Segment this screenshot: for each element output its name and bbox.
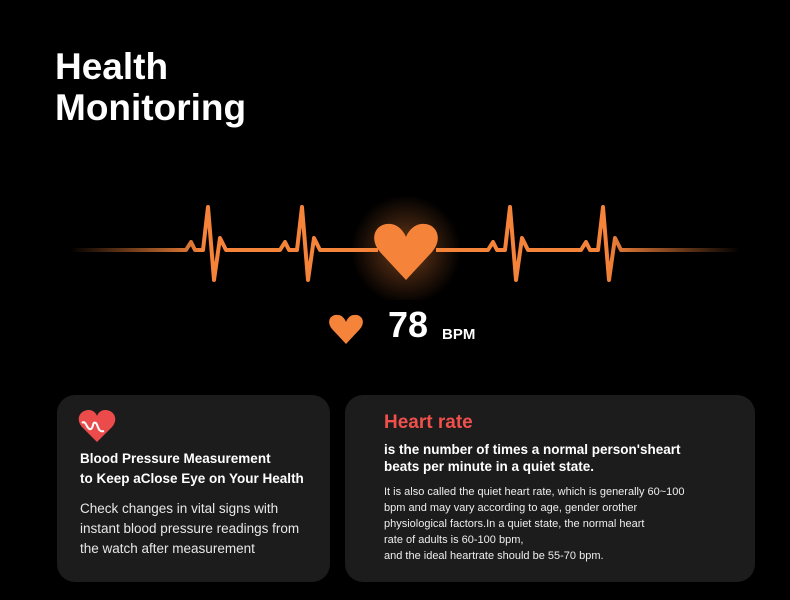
bpm-unit: BPM [442,326,476,343]
ecg-line-graphic [70,195,740,300]
title-line-1: Health [55,46,169,87]
card-title: Heart rate [384,412,473,433]
card-subtitle-line-2: beats per minute in a quiet state. [384,459,595,474]
heart-rate-card: Heart rate is the number of times a norm… [345,395,755,582]
description-line: rate of adults is 60-100 bpm, [384,534,524,546]
page-title: Health Monitoring [55,46,246,128]
description-line: physiological factors.In a quiet state, … [384,518,645,530]
card-subtitle: is the number of times a normal person's… [384,441,681,475]
card-heading-line-2: to Keep aClose Eye on Your Health [80,471,304,486]
description-line: bpm and may vary according to age, gende… [384,502,638,514]
ecg-trace [70,205,740,282]
card-subtitle-line-1: is the number of times a normal person's… [384,442,681,457]
heart-rate-readout: 78 BPM [328,305,475,345]
bpm-value: 78 [388,304,429,345]
description-line: It is also called the quiet heart rate, … [384,486,685,498]
blood-pressure-card: Blood Pressure Measurement to Keep aClose… [57,395,330,582]
heart-icon [329,314,363,344]
card-heading-line-1: Blood Pressure Measurement [80,451,271,466]
card-body: Check changes in vital signs with instan… [80,501,300,556]
heart-icon [374,223,438,280]
card-heading: Blood Pressure Measurement to Keep aClose… [80,449,304,489]
title-line-2: Monitoring [55,87,247,128]
description-line: and the ideal heartrate should be 55-70 … [384,550,604,562]
card-description: It is also called the quiet heart rate, … [384,484,685,564]
heart-pulse-icon [78,410,116,442]
